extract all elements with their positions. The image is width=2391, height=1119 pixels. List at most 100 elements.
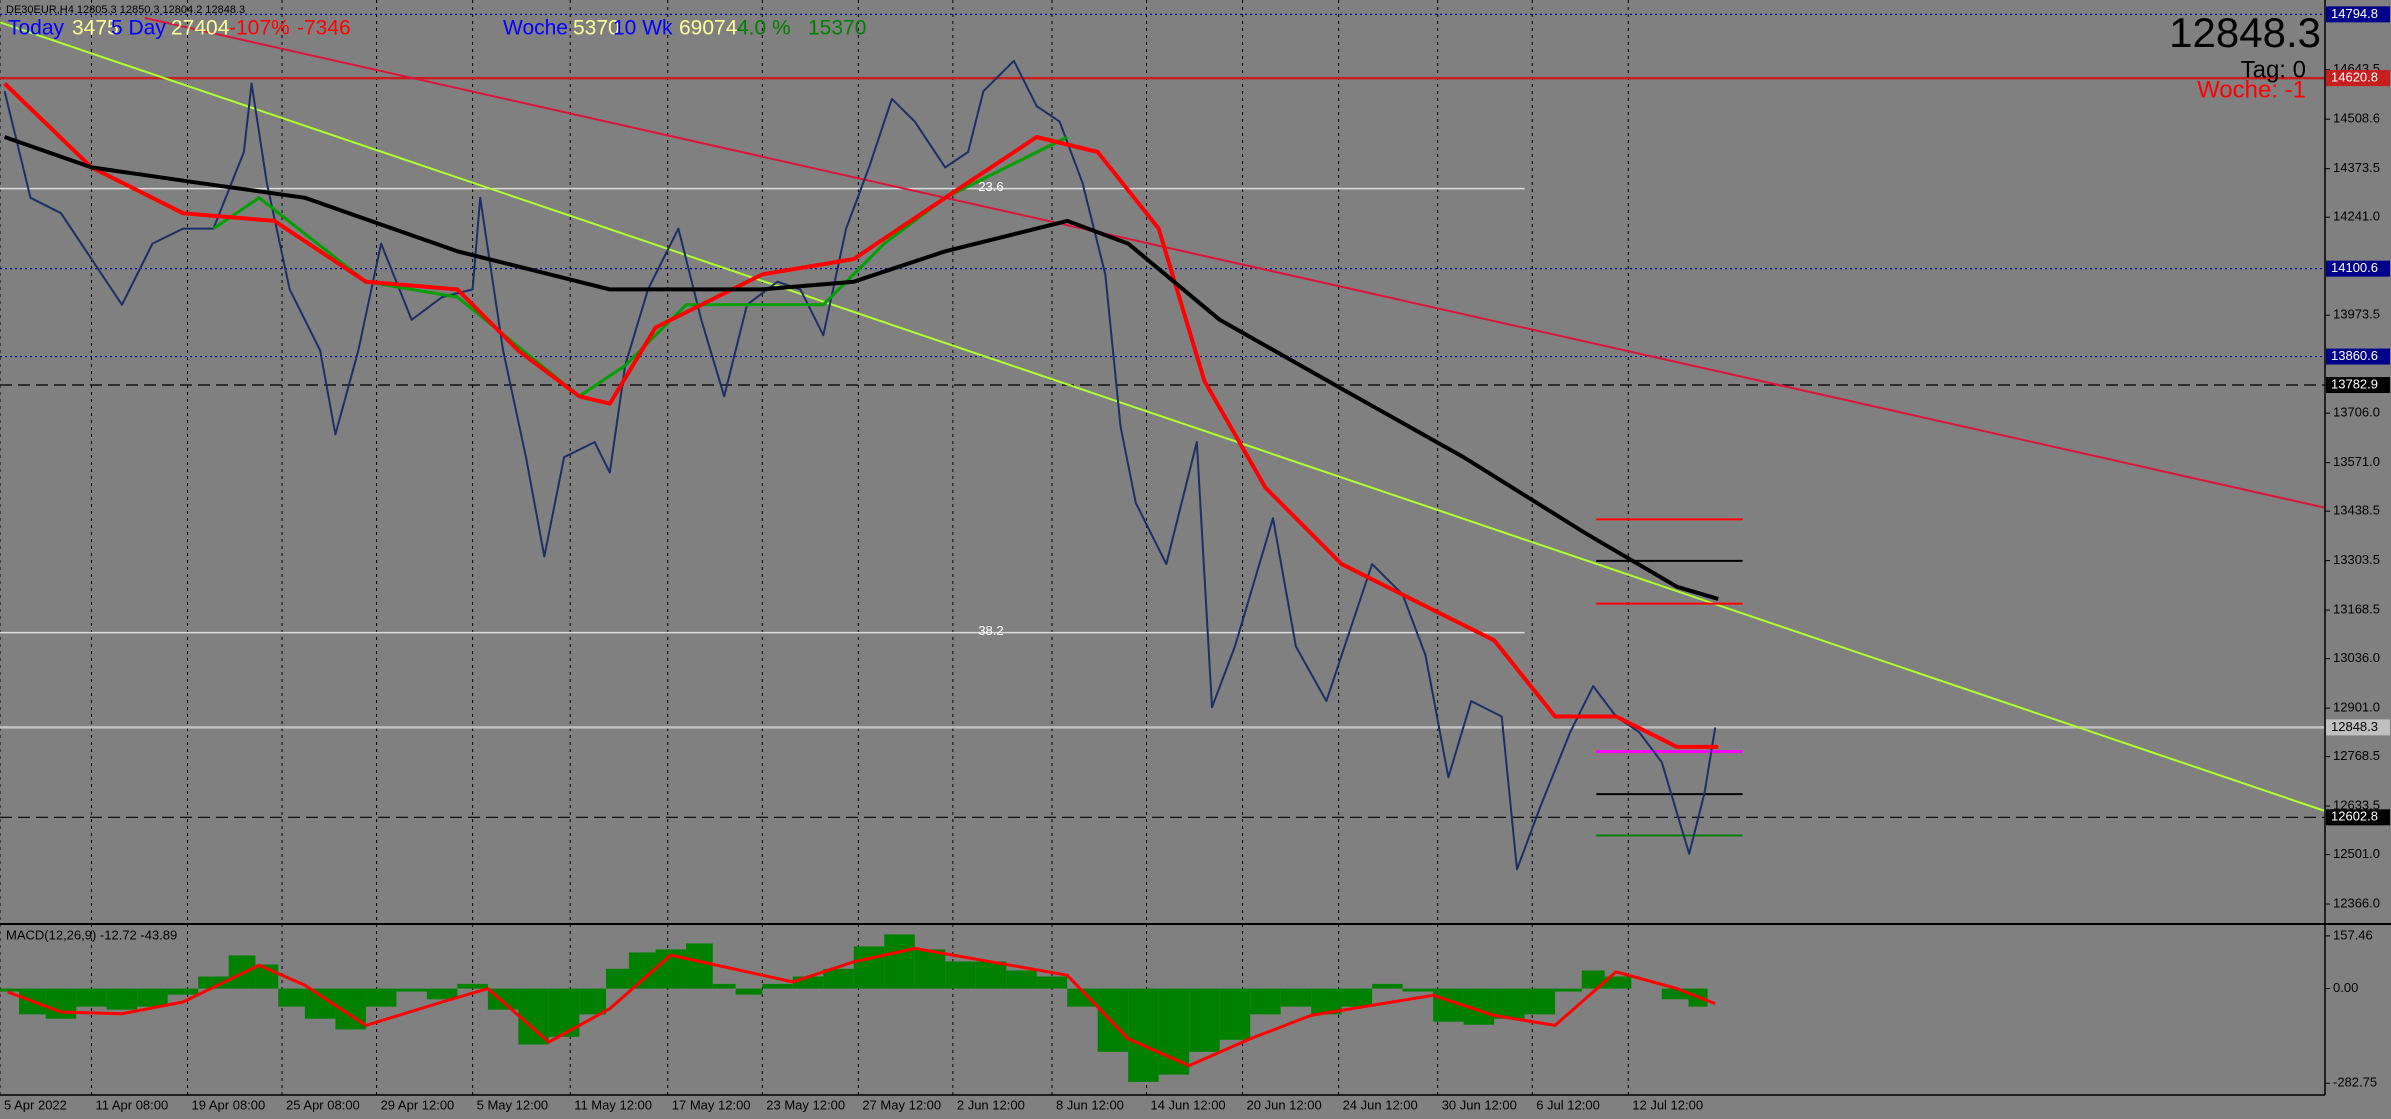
macd-bar	[518, 988, 549, 1045]
price-line	[3, 59, 1717, 871]
level-box	[2326, 260, 2390, 277]
tag-text: Tag: 0	[2241, 56, 2306, 83]
x-tick-label: 23 May 12:00	[766, 1097, 845, 1112]
macd-bar	[853, 946, 885, 989]
info-text: 5370	[573, 17, 620, 40]
macd-y-tick-label: 0.00	[2333, 980, 2358, 995]
level-box	[2326, 809, 2390, 826]
macd-bar	[884, 934, 915, 989]
y-tick-label: 13438.5	[2333, 503, 2380, 518]
level-box	[2326, 6, 2390, 23]
macd-y-tick-label: 157.46	[2333, 927, 2373, 942]
y-tick-label: 12633.5	[2333, 798, 2380, 813]
macd-bar	[1581, 970, 1605, 989]
macd-bar	[198, 976, 229, 989]
x-tick-label: 5 Apr 2022	[4, 1097, 67, 1112]
info-text: 4.0 %	[737, 17, 791, 40]
info-text: 5 Day	[111, 17, 166, 40]
trendline	[0, 21, 2326, 812]
info-text: 69074	[679, 17, 738, 40]
macd-bar	[426, 988, 458, 1000]
y-tick-label: 13036.0	[2333, 650, 2380, 665]
level-box	[2326, 348, 2390, 365]
info-text: 3475	[72, 17, 119, 40]
x-tick-label: 8 Jun 12:00	[1056, 1097, 1124, 1112]
macd-bar	[1219, 988, 1251, 1040]
macd-bar	[1036, 976, 1068, 989]
level-label: 13782.9	[2331, 376, 2378, 391]
x-tick-label: 24 Jun 12:00	[1343, 1097, 1418, 1112]
x-tick-label: 19 Apr 08:00	[192, 1097, 266, 1112]
x-tick-label: 27 May 12:00	[862, 1097, 941, 1112]
macd-bar	[1341, 988, 1373, 1007]
x-tick-label: 25 Apr 08:00	[286, 1097, 360, 1112]
x-tick-label: 12 Jul 12:00	[1632, 1097, 1703, 1112]
macd-bar	[1604, 976, 1632, 989]
price-display: 12848.3	[2169, 9, 2321, 56]
info-text: 27404	[171, 17, 230, 40]
y-tick-label: 13973.5	[2333, 307, 2380, 322]
macd-bar	[1189, 988, 1220, 1052]
symbol-info: DE30EUR,H4 12805.3 12850.3 12804.2 12848…	[6, 4, 245, 16]
x-tick-label: 14 Jun 12:00	[1150, 1097, 1225, 1112]
macd-bar	[1661, 988, 1689, 1000]
indicator-label: MACD(12,26,9) -12.72 -43.89	[6, 927, 177, 942]
macd-bar	[1158, 988, 1190, 1075]
macd-bar	[914, 949, 946, 989]
woche-text: Woche: -1	[2197, 76, 2306, 103]
macd-bar	[278, 988, 305, 1007]
level-label: 12602.8	[2331, 809, 2378, 824]
macd-bar	[1524, 988, 1556, 1015]
y-tick-label: 13571.0	[2333, 454, 2380, 469]
y-tick-label: 12768.5	[2333, 748, 2380, 763]
macd-bar	[1494, 988, 1525, 1019]
y-tick-label: 14241.0	[2333, 209, 2380, 224]
info-text: Woche	[503, 17, 568, 40]
y-tick-label: 12901.0	[2333, 700, 2380, 715]
macd-bar	[137, 988, 168, 1007]
y-tick-label: 13168.5	[2333, 602, 2380, 617]
info-text: -7346	[297, 17, 351, 40]
x-tick-label: 17 May 12:00	[672, 1097, 751, 1112]
macd-bar	[76, 988, 107, 1007]
y-tick-label: 14508.6	[2333, 111, 2380, 126]
level-label: 14794.8	[2331, 6, 2378, 21]
x-tick-label: 11 May 12:00	[574, 1097, 652, 1112]
level-label: 14620.8	[2331, 70, 2378, 85]
macd-bar	[1006, 970, 1037, 989]
price-line	[3, 82, 1719, 749]
macd-bar	[167, 988, 199, 995]
macd-bar	[1555, 988, 1582, 992]
y-tick-label: 13303.5	[2333, 552, 2380, 567]
macd-bar	[365, 988, 397, 1007]
macd-bar	[1280, 988, 1312, 1007]
level-box	[2326, 377, 2390, 394]
macd-bar	[1097, 988, 1129, 1052]
macd-y-tick-label: -282.75	[2333, 1075, 2377, 1090]
price-line	[3, 135, 1719, 601]
signal-line	[7, 946, 1716, 1068]
level-label: 13860.6	[2331, 348, 2378, 363]
macd-bar	[735, 988, 763, 995]
x-tick-label: 5 May 12:00	[477, 1097, 549, 1112]
x-tick-label: 11 Apr 08:00	[95, 1097, 168, 1112]
macd-bar	[45, 988, 77, 1019]
y-tick-label: 14373.5	[2333, 160, 2380, 175]
info-text: -107%	[229, 17, 290, 40]
level-box	[2326, 719, 2390, 736]
fib-label: 38.2	[978, 623, 1003, 638]
macd-bar	[396, 988, 427, 992]
macd-bar	[945, 961, 976, 989]
x-tick-label: 20 Jun 12:00	[1247, 1097, 1322, 1112]
macd-bar	[0, 988, 20, 992]
info-text: 10 Wk	[613, 17, 673, 40]
macd-bar	[457, 983, 488, 989]
macd-bar	[1372, 983, 1403, 989]
macd-bar	[762, 983, 793, 989]
macd-bar	[1402, 988, 1434, 992]
macd-bar	[1067, 988, 1098, 1007]
info-text: 15370	[808, 17, 866, 40]
fib-label: 23.6	[978, 179, 1003, 194]
